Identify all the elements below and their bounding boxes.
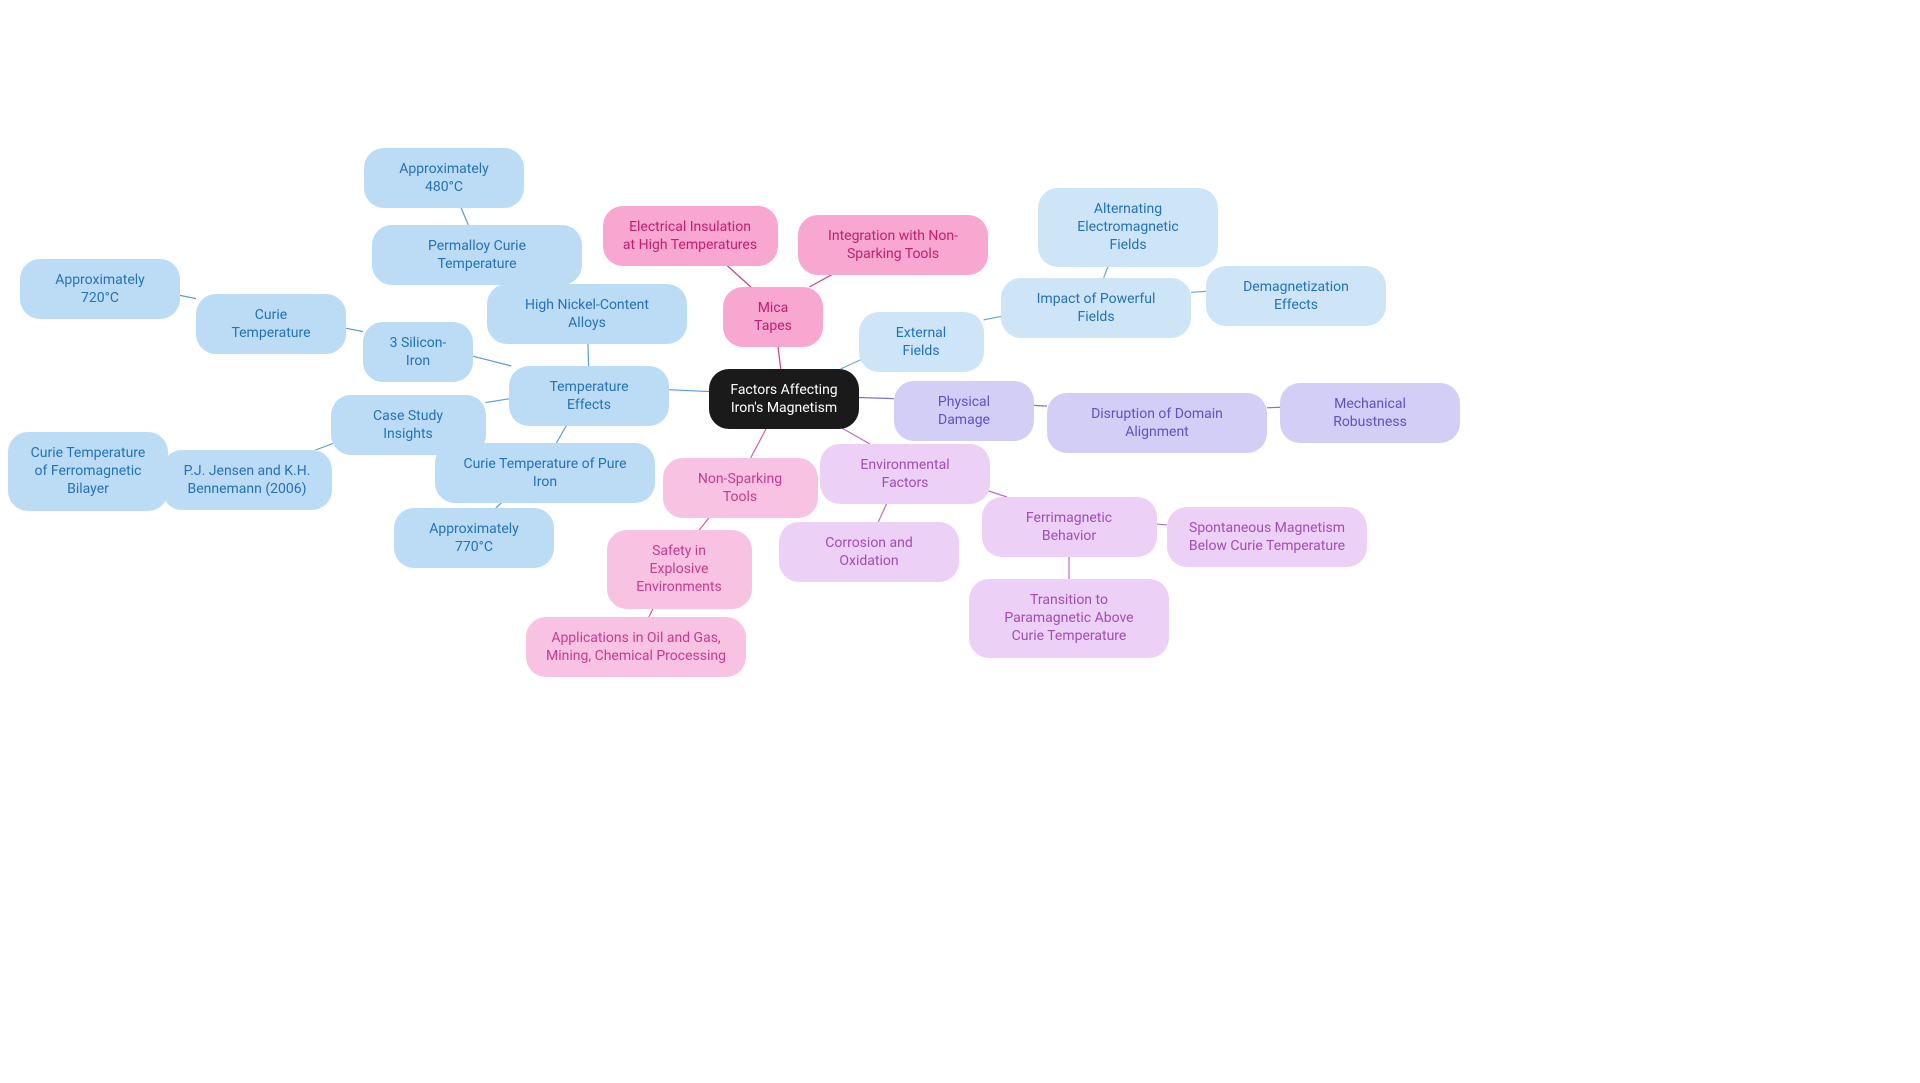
node-jensen: P.J. Jensen and K.H. Bennemann (2006) <box>162 450 332 510</box>
node-corr: Corrosion and Oxidation <box>779 522 959 582</box>
node-case_study: Case Study Insights <box>331 395 486 455</box>
node-480: Approximately 480°C <box>364 148 524 208</box>
node-720: Approximately 720°C <box>20 259 180 319</box>
edge-silicon-curie_temp <box>346 328 363 331</box>
edge-temp-case_study <box>486 399 510 403</box>
edge-ext_fields-impact <box>984 316 1002 319</box>
edge-disrupt-mech_rob <box>1267 407 1280 408</box>
node-mica: Mica Tapes <box>723 287 823 347</box>
node-ferri: Ferrimagnetic Behavior <box>982 497 1157 557</box>
node-ext_fields: External Fields <box>859 312 984 372</box>
edge-root-temp <box>669 390 709 392</box>
node-silicon: 3 Silicon-Iron <box>363 322 473 382</box>
node-disrupt: Disruption of Domain Alignment <box>1047 393 1267 453</box>
edge-curie_temp-720 <box>180 295 196 298</box>
node-env: Environmental Factors <box>820 444 990 504</box>
node-impact: Impact of Powerful Fields <box>1001 278 1191 338</box>
node-nonspark: Non-Sparking Tools <box>663 458 818 518</box>
node-permalloy: Permalloy Curie Temperature <box>372 225 582 285</box>
node-trans_para: Transition to Paramagnetic Above Curie T… <box>969 579 1169 658</box>
node-spont: Spontaneous Magnetism Below Curie Temper… <box>1167 507 1367 567</box>
node-phys_dmg: Physical Damage <box>894 381 1034 441</box>
node-curie_temp: Curie Temperature <box>196 294 346 354</box>
node-alt_fields: Alternating Electromagnetic Fields <box>1038 188 1218 267</box>
node-demag: Demagnetization Effects <box>1206 266 1386 326</box>
node-nickel: High Nickel-Content Alloys <box>487 284 687 344</box>
node-bilayer: Curie Temperature of Ferromagnetic Bilay… <box>8 432 168 511</box>
node-root: Factors Affecting Iron's Magnetism <box>709 369 859 429</box>
edge-temp-silicon <box>473 356 511 366</box>
edges-layer <box>0 0 1920 1083</box>
node-elec_ins: Electrical Insulation at High Temperatur… <box>603 206 778 266</box>
edge-impact-demag <box>1191 291 1206 292</box>
node-mech_rob: Mechanical Robustness <box>1280 383 1460 443</box>
edge-root-phys_dmg <box>859 398 894 399</box>
node-integ: Integration with Non-Sparking Tools <box>798 215 988 275</box>
edge-phys_dmg-disrupt <box>1034 405 1047 406</box>
node-safety: Safety in Explosive Environments <box>607 530 752 609</box>
node-apps: Applications in Oil and Gas, Mining, Che… <box>526 617 746 677</box>
node-temp: Temperature Effects <box>509 366 669 426</box>
node-770: Approximately 770°C <box>394 508 554 568</box>
edge-ferri-spont <box>1157 524 1168 525</box>
